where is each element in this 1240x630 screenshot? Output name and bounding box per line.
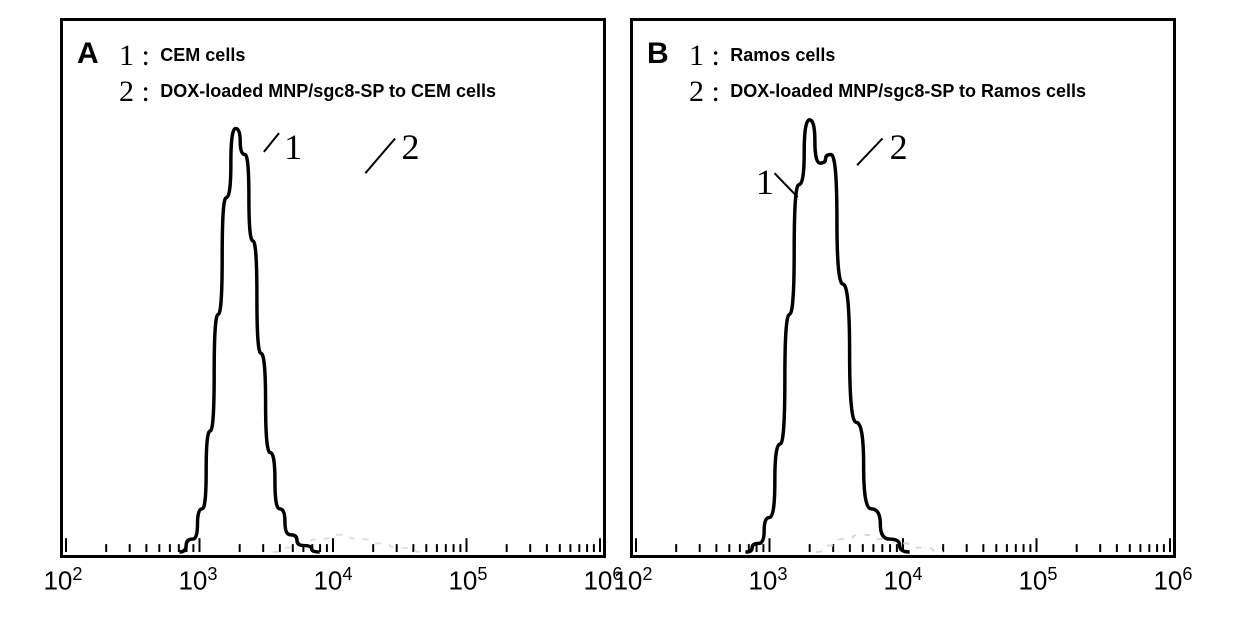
x-tick-label: 104 [313,564,352,597]
x-tick-label: 105 [1018,564,1057,597]
panel-a: A 1 : CEM cells 2 : DOX-loaded MNP/sgc8-… [60,18,606,558]
x-tick-label: 106 [1153,564,1192,597]
x-tick-label: 103 [748,564,787,597]
x-tick-label: 104 [883,564,922,597]
x-tick-label: 103 [178,564,217,597]
figure-root: A 1 : CEM cells 2 : DOX-loaded MNP/sgc8-… [0,0,1240,630]
x-tick-label: 102 [43,564,82,597]
x-tick-label: 105 [448,564,487,597]
panel-b: B 1 : Ramos cells 2 : DOX-loaded MNP/sgc… [630,18,1176,558]
panel-b-svg [633,21,1173,555]
x-tick-label: 102 [613,564,652,597]
panel-a-svg [63,21,603,555]
